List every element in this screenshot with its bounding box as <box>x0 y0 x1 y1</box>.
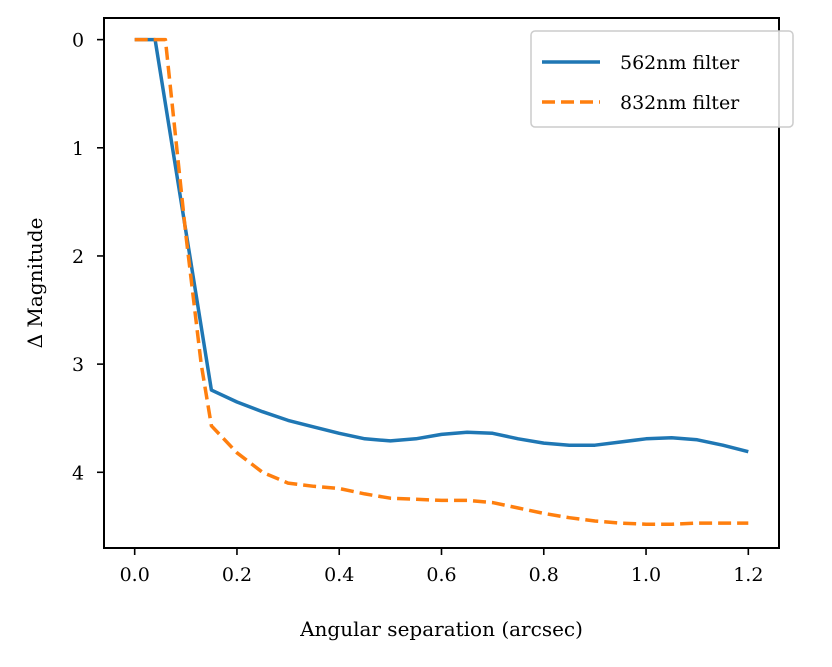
y-axis: 0 1 2 3 4 <box>72 30 104 484</box>
x-tick-label: 1.2 <box>733 564 763 586</box>
y-tick-label: 0 <box>72 30 84 52</box>
legend-label: 832nm filter <box>620 92 740 114</box>
x-tick-label: 0.0 <box>120 564 150 586</box>
x-tick-label: 1.0 <box>631 564 661 586</box>
x-axis-label: Angular separation (arcsec) <box>299 617 583 641</box>
x-tick-label: 0.6 <box>426 564 456 586</box>
legend-label: 562nm filter <box>620 52 740 74</box>
series-line-832nm-filter <box>134 37 749 526</box>
y-tick-label: 2 <box>72 246 84 268</box>
plot-area <box>134 37 749 526</box>
y-tick-label: 4 <box>72 462 84 484</box>
x-axis: 0.0 0.2 0.4 0.6 0.8 1.0 1.2 <box>120 548 763 586</box>
y-tick-label: 1 <box>72 138 84 160</box>
x-tick-label: 0.8 <box>529 564 559 586</box>
y-axis-label: Δ Magnitude <box>23 218 47 349</box>
legend: 562nm filter 832nm filter <box>530 30 794 128</box>
series-line-562nm-filter <box>134 37 749 454</box>
x-tick-label: 0.4 <box>324 564 354 586</box>
x-tick-label: 0.2 <box>222 564 252 586</box>
legend-box <box>530 30 794 128</box>
y-tick-label: 3 <box>72 354 84 376</box>
